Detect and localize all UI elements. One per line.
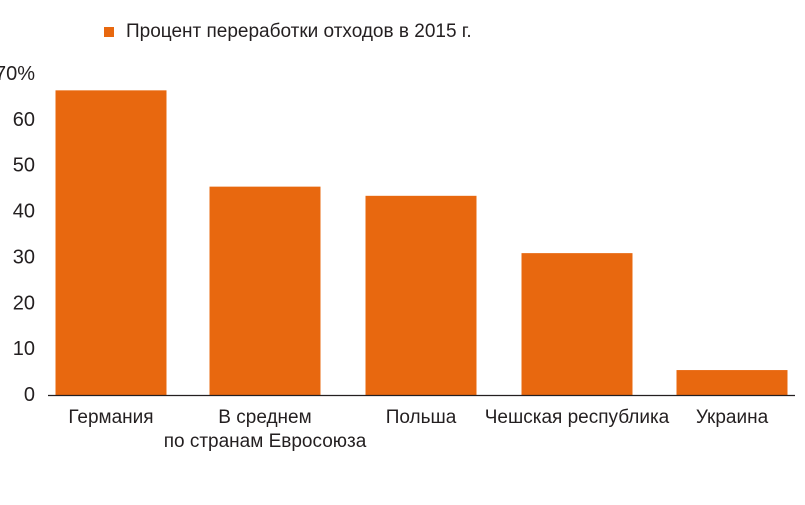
x-category-label: Польша bbox=[386, 407, 457, 428]
bars bbox=[56, 90, 788, 395]
bar bbox=[522, 253, 633, 395]
x-category-label: по странам Евросоюза bbox=[164, 431, 367, 452]
bar bbox=[366, 196, 477, 395]
x-category-label: Германия bbox=[68, 407, 153, 428]
y-tick-label: 20 bbox=[13, 292, 35, 314]
bar bbox=[210, 187, 321, 395]
x-category-label: Чешская республика bbox=[485, 407, 670, 428]
bar bbox=[677, 370, 788, 395]
legend-label: Процент переработки отходов в 2015 г. bbox=[126, 20, 472, 44]
y-tick-label: 40 bbox=[13, 201, 35, 223]
y-tick-label: 10 bbox=[13, 338, 35, 360]
y-tick-label: 60 bbox=[13, 109, 35, 131]
y-tick-label: 30 bbox=[13, 246, 35, 268]
x-category-label: Украина bbox=[696, 407, 769, 428]
y-tick-label: 50 bbox=[13, 155, 35, 177]
chart-legend: Процент переработки отходов в 2015 г. bbox=[104, 20, 472, 44]
y-axis: 0 10 20 30 40 50 60 70% bbox=[0, 63, 35, 406]
legend-swatch bbox=[104, 27, 114, 37]
x-axis: Германия В среднем по странам Евросоюза Пол… bbox=[48, 396, 795, 453]
y-tick-label: 0 bbox=[24, 384, 35, 406]
x-category-label: В среднем bbox=[218, 407, 311, 428]
bar bbox=[56, 90, 167, 395]
y-tick-label: 70% bbox=[0, 63, 35, 85]
